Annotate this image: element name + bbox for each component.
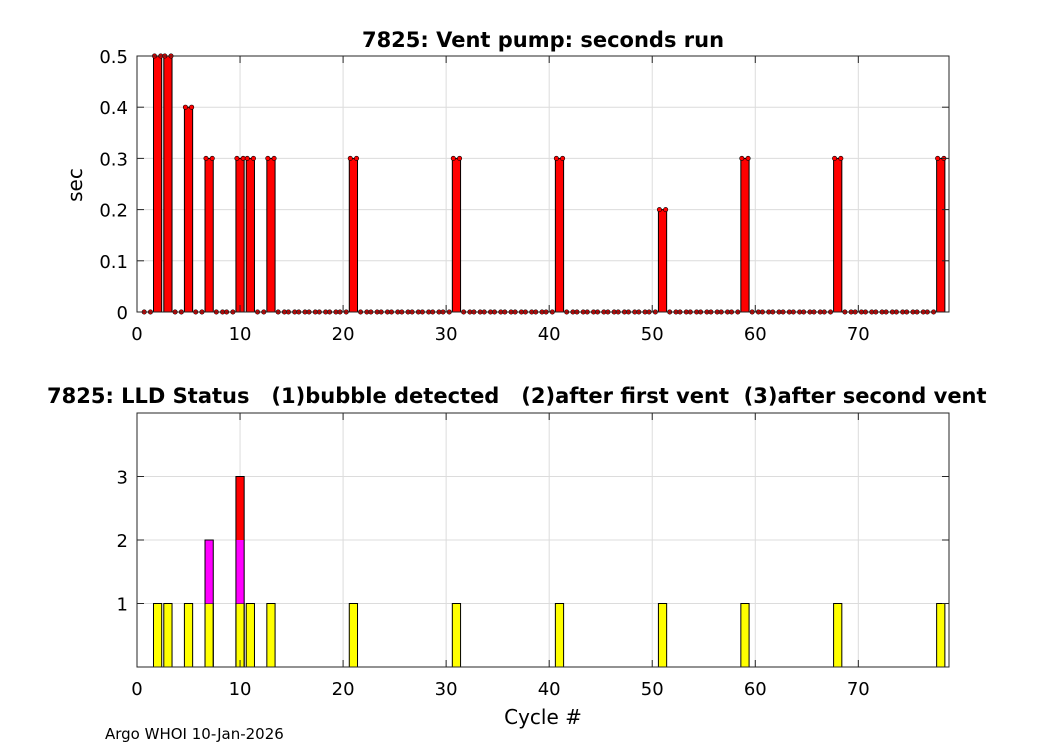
- vent-marker: [234, 155, 240, 161]
- vent-xtick-label: 0: [131, 324, 142, 345]
- vent-ytick-label: 0.3: [99, 149, 128, 170]
- vent-marker: [450, 155, 456, 161]
- vent-plot-area: [137, 56, 949, 312]
- lld-bubble-segment: [451, 603, 462, 668]
- vent-marker: [265, 155, 271, 161]
- vent-marker: [457, 155, 463, 161]
- vent-ytick-label: 0.5: [99, 47, 128, 68]
- vent-bar: [657, 209, 668, 313]
- vent-xtick-label: 40: [538, 324, 561, 345]
- lld-bubble-segment: [740, 603, 750, 668]
- vent-axes-box: [136, 55, 950, 313]
- lld-xtick-label: 70: [847, 679, 870, 700]
- vent-marker: [745, 155, 751, 161]
- vent-marker: [240, 155, 246, 161]
- lld-xtick-label: 30: [435, 679, 458, 700]
- vent-pump-ylabel: sec: [63, 168, 87, 202]
- vent-bar: [245, 157, 255, 313]
- lld-bubble-segment: [657, 603, 668, 668]
- lld-xtick-label: 0: [131, 679, 142, 700]
- vent-xtick-label: 60: [744, 324, 767, 345]
- vent-marker: [553, 155, 559, 161]
- lld-bubble-segment: [204, 603, 214, 668]
- lld-bubble-segment: [936, 603, 946, 668]
- vent-marker: [935, 155, 941, 161]
- vent-marker: [271, 155, 277, 161]
- vent-bar: [740, 157, 750, 313]
- vent-pump-chart: 7825: Vent pump: seconds run sec 0 10 20 30…: [63, 28, 950, 345]
- lld-status-chart: 7825: LLD Status (1)bubble detected (2)a…: [47, 384, 987, 729]
- footer-credit: Argo WHOI 10-Jan-2026: [105, 725, 284, 743]
- lld-xtick-label: 60: [744, 679, 767, 700]
- vent-marker: [189, 104, 195, 110]
- lld-bubble-segment: [833, 603, 843, 668]
- lld-first-vent-segment: [235, 540, 245, 604]
- lld-xtick-label: 10: [229, 679, 252, 700]
- vent-marker: [739, 155, 745, 161]
- vent-ytick-label: 0.4: [99, 98, 128, 119]
- vent-marker: [560, 155, 566, 161]
- vent-pump-title: 7825: Vent pump: seconds run: [362, 28, 724, 52]
- lld-xtick-label: 50: [641, 679, 664, 700]
- lld-bubble-segment: [348, 603, 359, 668]
- vent-xtick-label: 10: [229, 324, 252, 345]
- vent-bar: [554, 157, 565, 313]
- lld-bubble-segment: [266, 603, 276, 668]
- lld-ytick-label: 1: [117, 595, 128, 616]
- vent-marker: [354, 155, 360, 161]
- vent-bar: [266, 157, 276, 313]
- vent-bar: [348, 157, 359, 313]
- vent-marker: [250, 155, 256, 161]
- vent-xtick-label: 20: [332, 324, 355, 345]
- vent-bar: [183, 106, 194, 313]
- vent-marker: [203, 155, 209, 161]
- lld-xtick-label: 40: [538, 679, 561, 700]
- lld-bubble-segment: [245, 603, 255, 668]
- vent-marker: [838, 155, 844, 161]
- lld-second-vent-segment: [235, 476, 245, 540]
- vent-ytick-label: 0.2: [99, 201, 128, 222]
- vent-marker: [182, 104, 188, 110]
- lld-first-vent-segment: [205, 540, 214, 604]
- lld-status-title: 7825: LLD Status (1)bubble detected (2)a…: [47, 384, 987, 408]
- vent-bar: [204, 157, 214, 313]
- vent-marker: [347, 155, 353, 161]
- vent-bar: [833, 157, 843, 313]
- vent-xtick-label: 30: [435, 324, 458, 345]
- lld-bubble-segment: [554, 603, 565, 668]
- vent-bar: [936, 157, 946, 313]
- lld-xtick-label: 20: [332, 679, 355, 700]
- vent-marker: [663, 207, 669, 213]
- vent-bar: [152, 55, 163, 313]
- lld-ytick-label: 2: [117, 531, 128, 552]
- lld-bubble-segment: [163, 603, 173, 668]
- lld-bubble-segment: [152, 603, 163, 668]
- vent-ytick-label: 0.1: [99, 252, 128, 273]
- lld-status-xlabel: Cycle #: [504, 705, 582, 729]
- vent-bar: [163, 55, 173, 313]
- vent-ytick-label: 0: [117, 303, 128, 324]
- lld-bubble-segment: [235, 603, 245, 668]
- vent-bar: [235, 157, 245, 313]
- lld-ytick-label: 3: [117, 468, 128, 489]
- vent-xtick-label: 70: [847, 324, 870, 345]
- vent-marker: [244, 155, 250, 161]
- vent-marker: [656, 207, 662, 213]
- lld-bubble-segment: [183, 603, 194, 668]
- vent-marker: [832, 155, 838, 161]
- vent-xtick-label: 50: [641, 324, 664, 345]
- vent-marker: [209, 155, 215, 161]
- vent-bar: [451, 157, 462, 313]
